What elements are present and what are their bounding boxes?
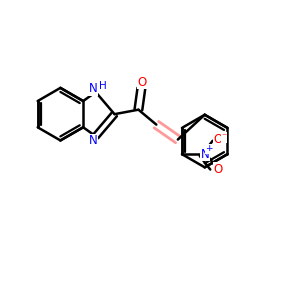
Text: ⁻: ⁻ [221,132,227,142]
Text: N: N [89,82,98,95]
Text: N: N [89,134,98,147]
Text: H: H [99,81,106,91]
Text: +: + [205,144,213,153]
Text: O: O [137,76,147,89]
Text: O: O [214,163,223,176]
Text: N: N [201,148,210,161]
Text: O: O [214,133,223,146]
